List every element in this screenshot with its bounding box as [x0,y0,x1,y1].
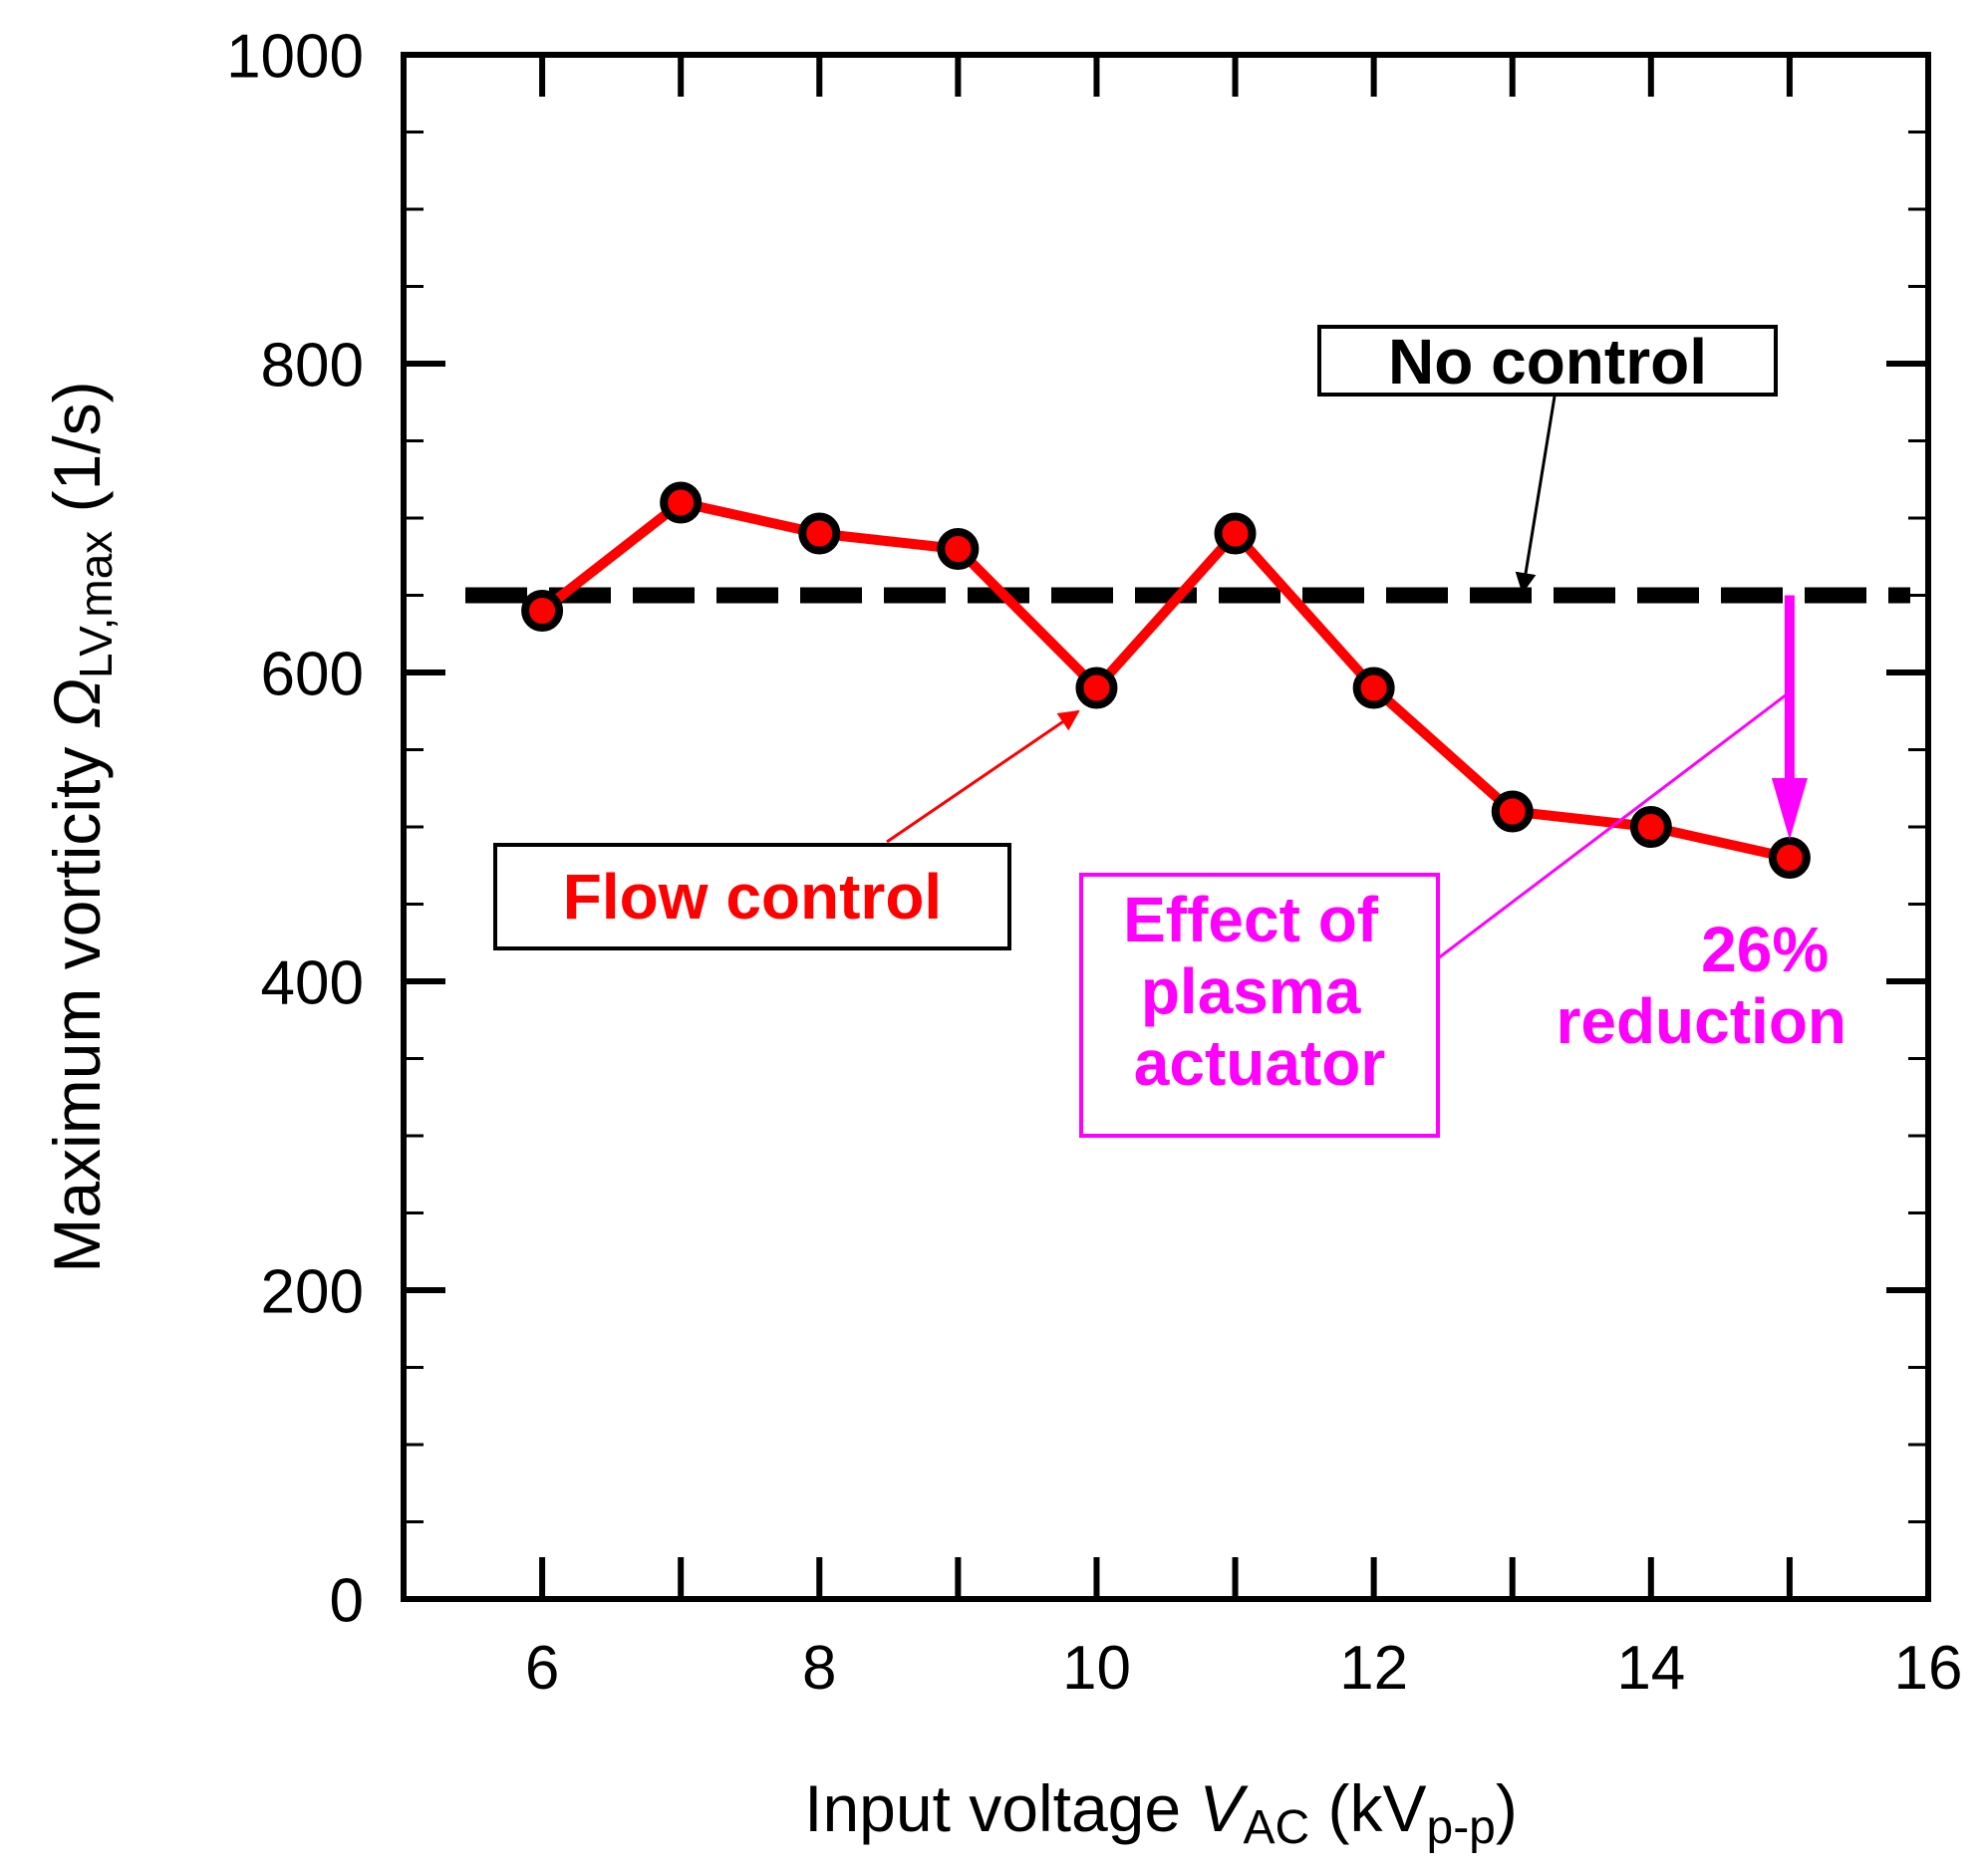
no-control-label: No control [1388,326,1707,398]
effect-box [1079,873,1440,1138]
y-tick-label: 200 [261,1258,364,1327]
data-point [937,528,980,570]
effect-connector [1437,692,1788,960]
y-tick-label: 0 [330,1567,364,1636]
data-point [660,481,703,524]
y-axis-title-var: Ω [40,678,114,728]
x-tick-label: 14 [1616,1634,1685,1703]
x-tick-labels: 6 8 10 12 14 16 [525,1634,1963,1703]
x-axis-title-unit-close: ) [1496,1771,1518,1845]
plot-frame [401,52,1931,1602]
flow-control-points [521,481,1811,879]
y-axis-title-unit: (1/s) [40,381,114,530]
data-point [1214,512,1257,555]
flow-control-line [539,497,1791,863]
effect-label-line-1: Effect of [1123,884,1379,955]
y-tick-label: 600 [261,641,364,709]
data-point [521,590,564,632]
effect-label-line-2: plasma [1141,955,1361,1027]
x-axis-title-var: V [1199,1771,1249,1845]
data-point [1491,790,1534,833]
x-tick-label: 10 [1062,1634,1131,1703]
x-tick-label: 16 [1894,1634,1963,1703]
no-control-arrow [1515,396,1557,595]
y-tick-label: 1000 [226,23,364,92]
y-axis-title-prefix: Maximum vorticity [40,728,114,1272]
y-tick-label: 800 [261,332,364,401]
data-point [1352,667,1395,709]
x-axis-title-sub: AC [1243,1801,1309,1854]
axis-ticks [404,55,1928,1599]
reduction-label-line-1: 26% [1701,914,1829,985]
x-tick-label: 6 [525,1634,559,1703]
data-point [1629,806,1672,848]
no-control-box [1317,325,1778,397]
y-tick-labels: 0 200 400 600 800 1000 [226,23,364,1636]
x-axis-title-unit-open: (kV [1309,1771,1426,1845]
y-tick-label: 400 [261,949,364,1018]
flow-control-arrow [886,709,1080,844]
x-tick-label: 8 [802,1634,836,1703]
effect-label-line-3: actuator [1134,1027,1386,1099]
flow-control-label: Flow control [563,861,942,933]
x-axis-title: Input voltage VAC (kVp-p) [804,1771,1518,1854]
reduction-arrow-head [1771,778,1808,840]
reduction-label-line-2: reduction [1556,985,1846,1057]
data-point [798,512,841,555]
effect-label: Effect of plasma actuator [1123,884,1396,1099]
y-axis-title: Maximum vorticity ΩLV,max (1/s) [40,381,122,1272]
y-axis-title-sub: LV,max [70,531,122,678]
data-point [1075,667,1118,709]
x-axis-title-prefix: Input voltage [804,1771,1199,1845]
x-tick-label: 12 [1339,1634,1408,1703]
x-axis-title-unit-sub: p-p [1427,1801,1496,1854]
data-point [1768,837,1811,879]
flow-control-box [493,843,1011,950]
reduction-label: 26% reduction [1556,914,1846,1057]
